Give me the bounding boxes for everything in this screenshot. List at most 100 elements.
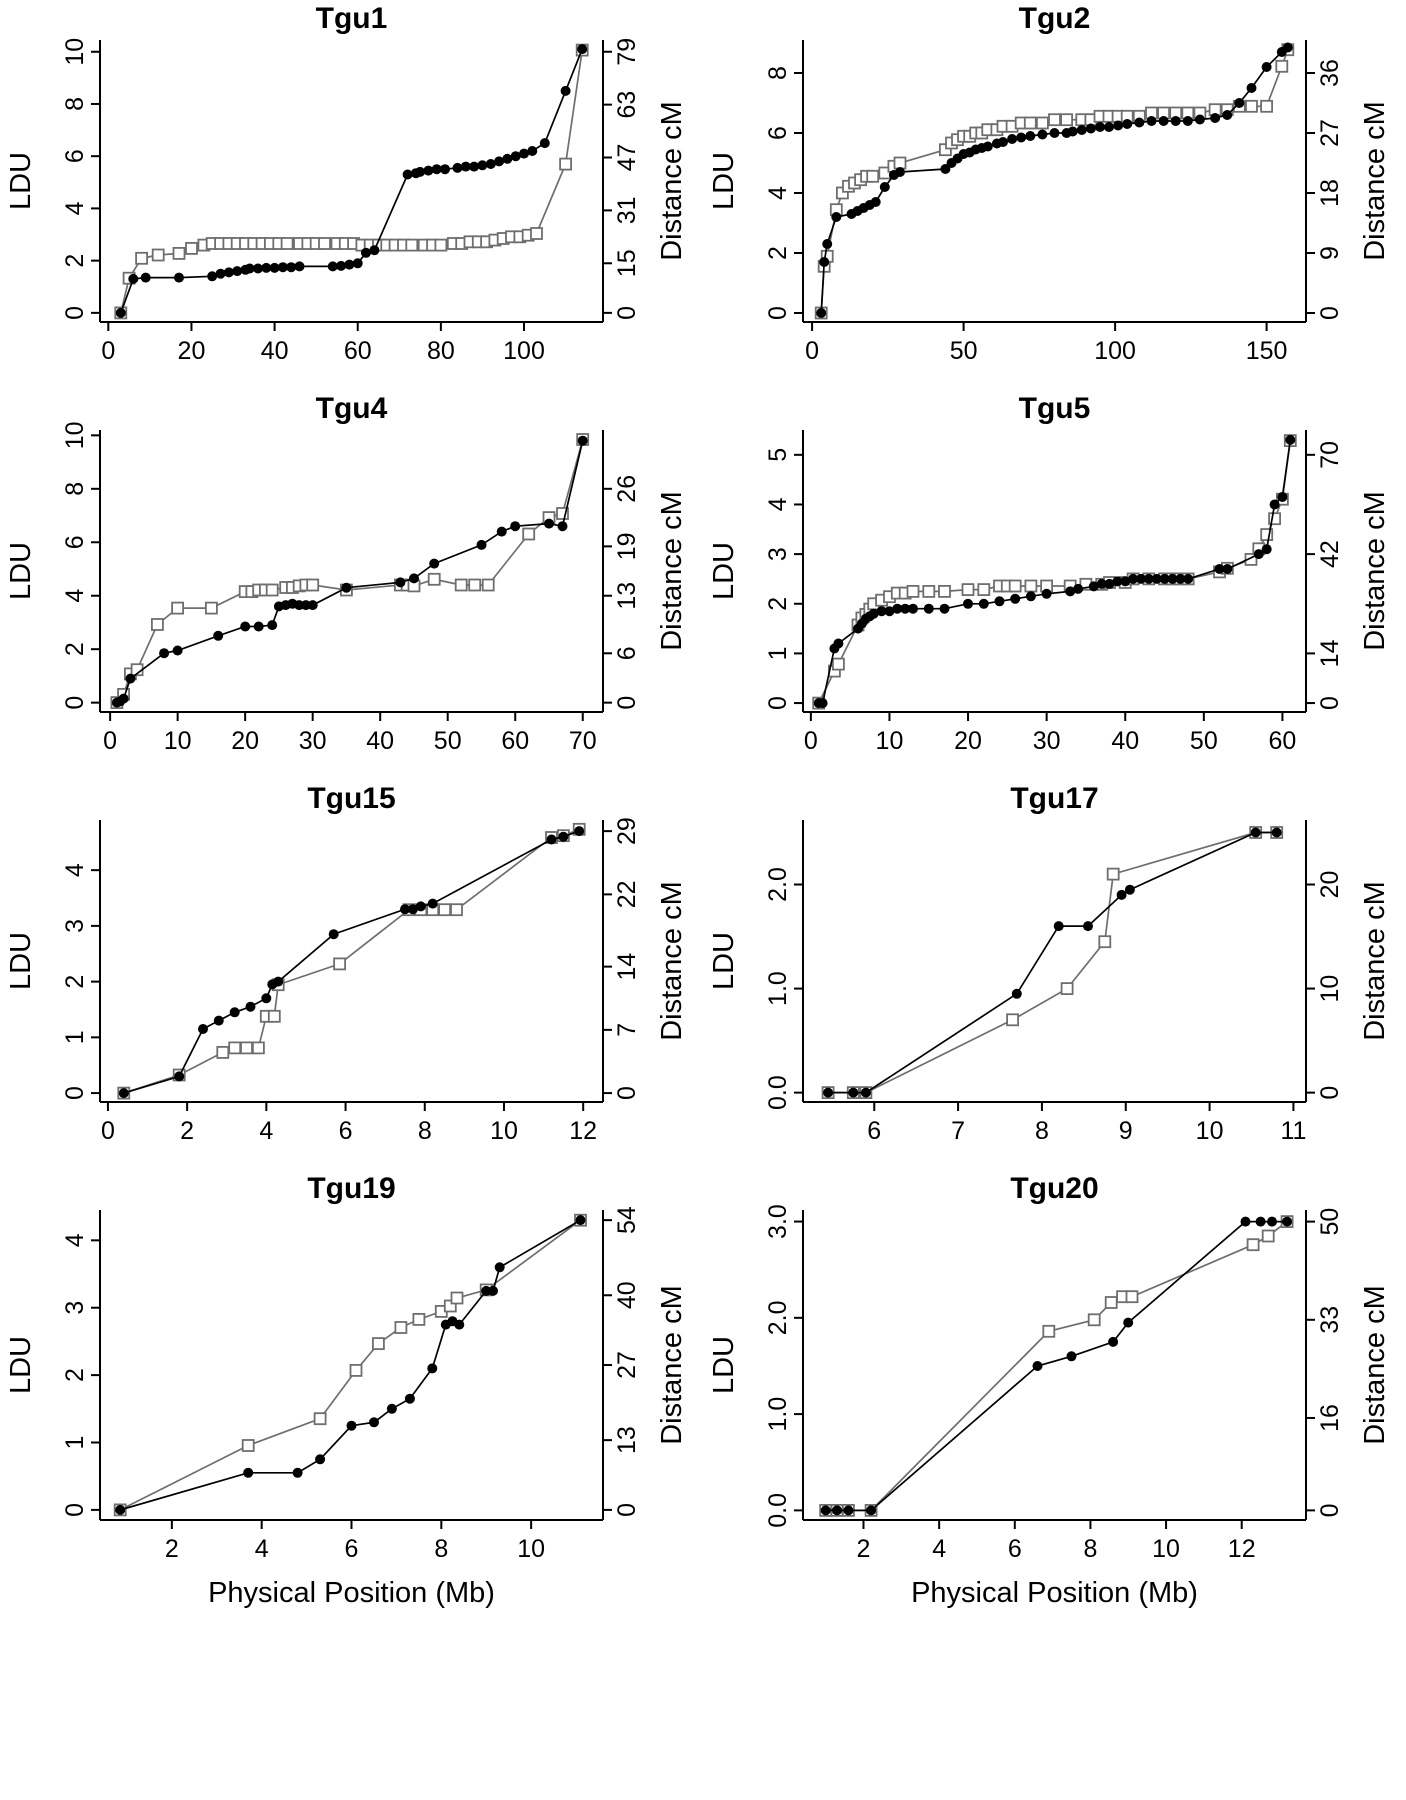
y2-tick-label: 29 <box>613 817 641 845</box>
y2-tick-label: 13 <box>613 1426 641 1454</box>
open-square-marker <box>468 578 482 592</box>
chart-title: Tgu17 <box>1010 782 1098 815</box>
y2-tick-label: 47 <box>613 144 641 172</box>
panel-Tgu15: 0 2 4 6 8 10 12 0 1 2 3 4 0 7 14 22 29 Tgu15 LDU Distance c… <box>0 780 703 1170</box>
y2-tick-label: 0 <box>1316 696 1344 710</box>
y-tick-label: 0 <box>61 306 89 320</box>
filled-circle-marker <box>1128 573 1139 584</box>
axes <box>802 1210 1307 1521</box>
filled-circle-marker <box>884 606 895 617</box>
open-square-marker <box>1087 1313 1101 1327</box>
filled-circle-marker <box>1037 129 1048 140</box>
filled-circle-marker <box>843 1505 854 1516</box>
y-tick-label: 1 <box>61 1436 89 1450</box>
open-square-marker <box>522 527 536 541</box>
y-tick-label: 4 <box>61 589 89 603</box>
filled-circle-marker <box>429 558 440 569</box>
filled-circle-marker <box>557 521 568 532</box>
chart-Tgu2: 0 50 100 150 0 2 4 6 8 0 9 18 27 36 Tgu2 LDU Distance cM <box>708 2 1391 365</box>
y-axis-right-ticks: 0 9 18 27 36 <box>1306 59 1344 320</box>
y2-tick-label: 70 <box>1316 441 1344 469</box>
y2-tick-label: 15 <box>613 249 641 277</box>
x-tick-label: 8 <box>1035 1117 1049 1145</box>
filled-circle-marker <box>1282 1216 1293 1227</box>
filled-circle-marker <box>939 603 950 614</box>
cm-series <box>814 43 1295 320</box>
filled-circle-marker <box>1134 117 1145 128</box>
x-tick-label: 6 <box>1008 1535 1022 1563</box>
filled-circle-marker <box>1123 1317 1134 1328</box>
filled-circle-marker <box>1271 827 1282 838</box>
filled-circle-marker <box>1222 564 1233 574</box>
y2-tick-label: 6 <box>613 646 641 660</box>
open-square-marker <box>216 1045 230 1059</box>
filled-circle-marker <box>1053 921 1064 932</box>
y-tick-label: 3.0 <box>764 1204 792 1239</box>
filled-circle-marker <box>1214 564 1225 574</box>
open-square-marker <box>135 251 149 265</box>
y-axis-right-ticks: 0 14 42 70 <box>1306 441 1344 710</box>
x-tick-label: 10 <box>490 1117 518 1145</box>
x-tick-label: 20 <box>954 727 982 755</box>
filled-circle-marker <box>994 596 1005 607</box>
filled-circle-marker <box>423 165 434 176</box>
filled-circle-marker <box>223 267 234 278</box>
y2-tick-label: 40 <box>613 1281 641 1309</box>
filled-circle-marker <box>940 164 951 174</box>
filled-circle-marker <box>207 271 218 282</box>
axes <box>802 820 1307 1103</box>
filled-circle-marker <box>1250 827 1261 838</box>
y-axis-label-right: Distance cM <box>1359 101 1391 261</box>
filled-circle-marker <box>369 245 380 256</box>
x-tick-label: 4 <box>932 1535 946 1563</box>
filled-circle-marker <box>1124 884 1135 895</box>
open-square-marker <box>151 248 165 262</box>
open-square-marker <box>1098 935 1112 949</box>
open-square-marker <box>405 238 419 252</box>
filled-circle-marker <box>115 1504 126 1515</box>
filled-circle-marker <box>213 1015 224 1026</box>
filled-circle-marker <box>1167 573 1178 584</box>
ldu-series-line <box>825 1220 1288 1512</box>
open-square-marker <box>1245 99 1258 113</box>
y-tick-label: 2 <box>764 246 792 260</box>
x-tick-label: 0 <box>103 727 117 755</box>
panel-Tgu2: 0 50 100 150 0 2 4 6 8 0 9 18 27 36 Tgu2 LDU Distance cM <box>703 0 1406 390</box>
cm-series-line <box>828 831 1277 1094</box>
filled-circle-marker <box>198 1024 208 1034</box>
filled-circle-marker <box>1182 116 1193 126</box>
y-axis-label-right: Distance cM <box>656 101 688 261</box>
filled-circle-marker <box>823 1087 834 1098</box>
y2-tick-label: 16 <box>1316 1404 1344 1432</box>
filled-circle-marker <box>1277 492 1288 502</box>
open-square-marker <box>1244 552 1258 566</box>
filled-circle-marker <box>494 156 505 167</box>
filled-circle-marker <box>395 577 406 588</box>
filled-circle-marker <box>245 1001 256 1012</box>
filled-circle-marker <box>229 1007 240 1018</box>
open-square-marker <box>1275 59 1289 73</box>
y-tick-label: 8 <box>61 482 89 496</box>
x-tick-label: 6 <box>339 1117 353 1145</box>
x-axis-ticks: 2 4 6 8 10 <box>165 1520 545 1563</box>
chart-title: Tgu4 <box>316 392 388 425</box>
open-square-marker <box>1006 1013 1020 1027</box>
open-square-marker <box>438 903 452 917</box>
filled-circle-marker <box>469 161 480 172</box>
open-square-marker <box>1260 99 1273 113</box>
filled-circle-marker <box>848 1087 859 1098</box>
y2-tick-label: 0 <box>613 1503 641 1517</box>
filled-circle-marker <box>577 44 588 55</box>
filled-circle-marker <box>404 1393 415 1404</box>
filled-circle-marker <box>415 901 426 912</box>
x-tick-label: 30 <box>299 727 327 755</box>
filled-circle-marker <box>344 259 355 270</box>
x-tick-label: 80 <box>427 337 455 365</box>
y-tick-label: 3 <box>61 919 89 933</box>
filled-circle-marker <box>1282 42 1293 53</box>
x-tick-label: 0 <box>101 337 115 365</box>
filled-circle-marker <box>400 904 410 915</box>
filled-circle-marker <box>415 166 426 177</box>
filled-circle-marker <box>174 272 184 283</box>
filled-circle-marker <box>978 598 989 609</box>
